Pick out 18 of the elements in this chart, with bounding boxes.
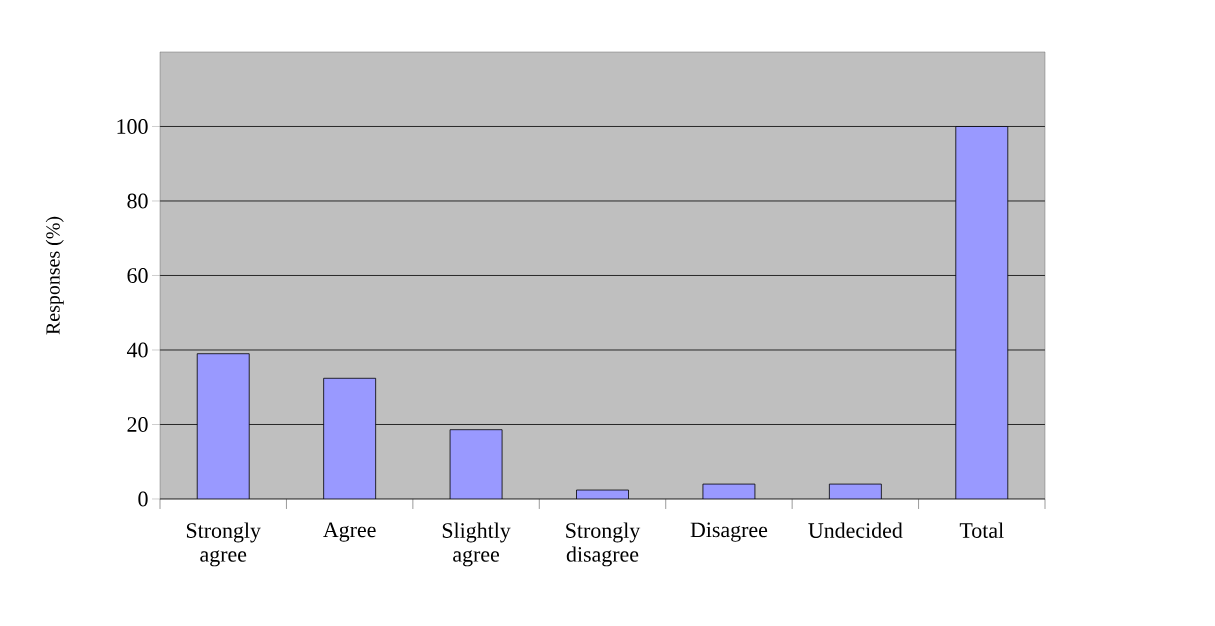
bar	[196, 353, 250, 499]
y-tick-label: 20	[127, 417, 148, 432]
bar	[449, 429, 503, 499]
x-tick-label: Agree	[323, 522, 376, 542]
y-tick-label: 100	[117, 119, 148, 134]
x-tick-label: Disagree	[690, 522, 768, 542]
x-tick-label: Total	[959, 522, 1004, 538]
x-tick-label: Strongly disagree	[566, 522, 641, 567]
y-tick-label: 40	[126, 342, 148, 358]
y-tick-label: 60	[127, 268, 148, 283]
x-tick-label: Undecided	[808, 522, 903, 538]
y-tick-label: 0	[138, 491, 148, 507]
x-tick-label: Slightly agree	[442, 522, 511, 567]
bar	[955, 126, 1009, 499]
bar	[323, 377, 377, 499]
y-axis-title: Responses (%)	[45, 216, 64, 335]
y-tick-label: 80	[127, 193, 148, 209]
x-tick-label: Strongly agree	[186, 522, 261, 567]
